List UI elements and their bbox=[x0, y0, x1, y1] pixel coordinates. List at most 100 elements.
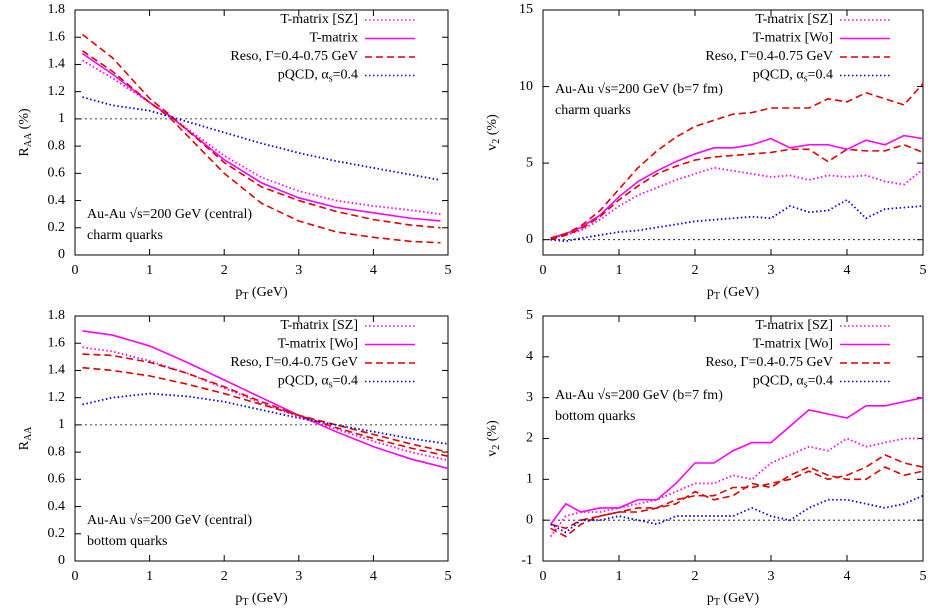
x-tick-label: 5 bbox=[445, 263, 452, 278]
x-tick-label: 3 bbox=[295, 263, 302, 278]
x-tick-label: 0 bbox=[72, 569, 79, 584]
x-axis-label-part: p bbox=[235, 285, 242, 300]
x-tick-label: 4 bbox=[844, 263, 851, 278]
x-tick-label: 1 bbox=[616, 569, 623, 584]
y-axis-label-part: 2 bbox=[491, 139, 502, 144]
x-axis-label-part: p bbox=[707, 285, 714, 300]
y-tick-label: 5 bbox=[526, 308, 533, 323]
series-line bbox=[82, 59, 441, 216]
x-axis-label: pT (GeV) bbox=[707, 591, 760, 608]
x-tick-label: 5 bbox=[920, 569, 927, 584]
legend-label: T-matrix bbox=[310, 31, 358, 46]
series-line bbox=[82, 346, 449, 462]
x-tick-label: 3 bbox=[768, 569, 775, 584]
y-tick-label: 0 bbox=[58, 247, 65, 262]
x-axis-label-part: T bbox=[242, 597, 248, 608]
x-tick-label: 4 bbox=[370, 569, 377, 584]
y-tick-label: 1.8 bbox=[48, 2, 66, 17]
x-tick-label: 2 bbox=[221, 569, 228, 584]
y-axis-label: RAA bbox=[17, 426, 34, 451]
x-tick-label: 1 bbox=[146, 263, 153, 278]
panel: 0 1 2 3 4 5 0 0.2 0.4 0.6 0.8 1 1.2 1.4 1.6 1.8 pT (GeV)… bbox=[17, 2, 451, 302]
panel: 0 1 2 3 4 5 0 0.2 0.4 0.6 0.8 1 1.2 1.4 1.6 1.8 pT (GeV)… bbox=[17, 308, 451, 608]
y-tick-label: 1.6 bbox=[48, 29, 66, 44]
y-tick-label: 1 bbox=[526, 472, 533, 487]
y-axis-label: v2 (%) bbox=[485, 114, 502, 151]
y-tick-label: 1.8 bbox=[48, 308, 66, 323]
series-line bbox=[82, 50, 441, 244]
annotation: charm quarks bbox=[555, 103, 631, 118]
series-line bbox=[81, 33, 441, 229]
x-axis-label: pT (GeV) bbox=[235, 591, 288, 608]
y-tick-label: 0.4 bbox=[48, 193, 66, 208]
y-axis-label-part: R bbox=[17, 440, 32, 450]
legend-label: Reso, Γ=0.4-0.75 GeV bbox=[230, 355, 358, 370]
y-tick-label: 1.6 bbox=[48, 335, 66, 350]
x-tick-label: 1 bbox=[616, 263, 623, 278]
legend-label: Reso, Γ=0.4-0.75 GeV bbox=[230, 49, 358, 64]
legend-label: T-matrix [Wo] bbox=[278, 337, 358, 352]
x-axis-label: pT (GeV) bbox=[707, 285, 760, 302]
y-axis-label-part: (%) bbox=[485, 114, 500, 139]
y-axis-label-part: 2 bbox=[491, 445, 502, 450]
y-tick-label: -1 bbox=[521, 553, 533, 568]
y-tick-label: 1.4 bbox=[48, 57, 66, 72]
x-axis-label-part: T bbox=[242, 291, 248, 302]
y-tick-label: 0.6 bbox=[48, 166, 66, 181]
y-tick-label: 4 bbox=[526, 349, 533, 364]
legend-label-part: =0.4 bbox=[808, 374, 833, 389]
y-tick-label: 0 bbox=[526, 232, 533, 247]
y-tick-label: 15 bbox=[519, 2, 533, 17]
y-axis-label-part: v bbox=[485, 450, 500, 457]
y-tick-label: 0.4 bbox=[48, 499, 66, 514]
legend-label: T-matrix [Wo] bbox=[753, 31, 833, 46]
y-tick-label: 1.2 bbox=[48, 84, 66, 99]
series-line bbox=[549, 396, 924, 525]
x-axis-label-part: T bbox=[714, 597, 720, 608]
x-axis-label-part: (GeV) bbox=[720, 285, 760, 300]
series-line bbox=[550, 198, 924, 243]
y-tick-label: 0 bbox=[526, 512, 533, 527]
annotation: Au-Au √s=200 GeV (central) bbox=[87, 207, 252, 222]
x-tick-label: 0 bbox=[540, 263, 547, 278]
legend-label: Reso, Γ=0.4-0.75 GeV bbox=[705, 49, 833, 64]
legend-label: T-matrix [SZ] bbox=[755, 12, 833, 27]
x-axis-label-part: (GeV) bbox=[248, 285, 288, 300]
x-tick-label: 4 bbox=[370, 263, 377, 278]
y-tick-label: 1.4 bbox=[48, 363, 66, 378]
x-tick-label: 0 bbox=[72, 263, 79, 278]
series-line bbox=[550, 82, 924, 239]
y-axis-label-part: AA bbox=[23, 132, 34, 147]
y-axis-label-part: R bbox=[17, 147, 32, 157]
y-tick-label: 5 bbox=[526, 155, 533, 170]
annotation: Au-Au √s=200 GeV (central) bbox=[87, 513, 252, 528]
legend-label-part: pQCD, α bbox=[278, 374, 330, 389]
plot-frame bbox=[542, 315, 924, 562]
x-axis-label: pT (GeV) bbox=[235, 285, 288, 302]
x-tick-label: 5 bbox=[445, 569, 452, 584]
series-line bbox=[550, 466, 924, 538]
x-tick-label: 5 bbox=[920, 263, 927, 278]
legend-label: pQCD, αs=0.4 bbox=[753, 68, 833, 85]
legend-label: pQCD, αs=0.4 bbox=[278, 68, 358, 85]
plot-frame bbox=[542, 9, 924, 256]
legend-label-part: pQCD, α bbox=[278, 68, 330, 83]
legend-label-part: s bbox=[329, 74, 333, 85]
x-tick-label: 2 bbox=[692, 263, 699, 278]
series-line bbox=[82, 52, 441, 222]
legend-label: T-matrix [SZ] bbox=[755, 318, 833, 333]
legend-label-part: =0.4 bbox=[333, 68, 358, 83]
x-tick-label: 4 bbox=[844, 569, 851, 584]
series-line bbox=[82, 353, 449, 457]
series-line bbox=[550, 134, 924, 239]
legend-label: T-matrix [SZ] bbox=[280, 12, 358, 27]
series-line bbox=[82, 392, 449, 445]
y-tick-label: 10 bbox=[519, 79, 533, 94]
legend-label-part: s bbox=[804, 380, 808, 391]
y-tick-label: 0.6 bbox=[48, 472, 66, 487]
y-axis-label-part: (%) bbox=[485, 420, 500, 445]
y-tick-label: 3 bbox=[526, 390, 533, 405]
y-axis-label-part: v bbox=[485, 144, 500, 151]
y-axis-label-part: (%) bbox=[17, 108, 32, 133]
